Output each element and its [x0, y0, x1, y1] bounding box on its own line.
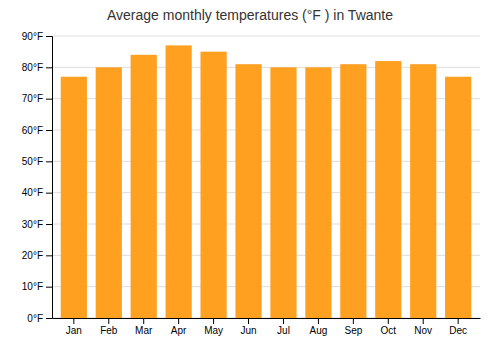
x-tick-label: May [204, 325, 223, 336]
y-axis-line [46, 37, 53, 319]
x-tick-label: Apr [171, 325, 187, 336]
x-tick-mark [318, 318, 319, 324]
x-tick-label: Dec [449, 325, 467, 336]
y-tick-mark [46, 193, 52, 194]
bar [235, 64, 261, 318]
y-tick-label: 60°F [22, 125, 43, 136]
x-tick: Nov [414, 318, 432, 336]
grid-line [52, 36, 480, 37]
x-tick-label: Jul [277, 325, 290, 336]
bar [131, 55, 157, 318]
x-tick: Jun [240, 318, 256, 336]
y-tick-label: 70°F [22, 93, 43, 104]
x-tick: Dec [449, 318, 467, 336]
bar [445, 77, 471, 318]
x-tick: Oct [381, 318, 397, 336]
x-tick: Jul [277, 318, 290, 336]
y-tick-label: 20°F [22, 250, 43, 261]
title: Average monthly temperatures (°F ) in Tw… [107, 7, 393, 23]
y-tick-mark [46, 67, 52, 68]
plot: Jan Feb Mar Apr May Jun Jul Aug Sep Oct Nov Dec 0°F 1… [22, 31, 481, 336]
y-tick-mark [46, 36, 52, 37]
y-tick: 20°F [22, 250, 52, 261]
y-tick-mark [46, 130, 52, 131]
y-tick: 50°F [22, 156, 52, 167]
bar [410, 64, 436, 318]
x-tick-mark [353, 318, 354, 324]
y-tick-label: 40°F [22, 187, 43, 198]
x-tick-mark [178, 318, 179, 324]
x-tick-label: Sep [344, 325, 362, 336]
x-tick: Aug [310, 318, 328, 336]
y-tick: 80°F [22, 62, 52, 73]
bar [305, 67, 331, 318]
y-tick-mark [46, 255, 52, 256]
x-tick-mark [458, 318, 459, 324]
bar [375, 61, 401, 318]
x-tick-mark [73, 318, 74, 324]
y-tick: 70°F [22, 93, 52, 104]
x-axis: Jan Feb Mar Apr May Jun Jul Aug Sep Oct Nov Dec [53, 318, 481, 336]
chart: Average monthly temperatures (°F ) in Tw… [0, 0, 500, 350]
bar [61, 77, 87, 318]
y-tick: 90°F [22, 31, 52, 42]
y-tick-mark [46, 161, 52, 162]
bars [61, 45, 472, 318]
y-tick-label: 80°F [22, 62, 43, 73]
y-tick: 0°F [27, 313, 52, 324]
y-tick-mark [46, 224, 52, 225]
x-tick-label: Aug [310, 325, 328, 336]
y-tick-label: 0°F [27, 313, 43, 324]
bar [270, 67, 296, 318]
x-tick-label: Oct [381, 325, 397, 336]
x-tick-mark [108, 318, 109, 324]
bar [96, 67, 122, 318]
y-tick: 60°F [22, 125, 52, 136]
x-tick-label: Jun [240, 325, 256, 336]
x-tick-mark [143, 318, 144, 324]
x-tick-label: Mar [135, 325, 153, 336]
x-tick-label: Nov [414, 325, 432, 336]
grid [52, 36, 480, 318]
bar [166, 45, 192, 318]
x-tick: Apr [171, 318, 187, 336]
y-tick-label: 50°F [22, 156, 43, 167]
y-tick: 10°F [22, 281, 52, 292]
y-tick-label: 90°F [22, 31, 43, 42]
y-tick-mark [46, 318, 52, 319]
y-tick-label: 30°F [22, 219, 43, 230]
x-tick-label: Feb [100, 325, 118, 336]
x-tick-mark [388, 318, 389, 324]
y-tick-mark [46, 99, 52, 100]
y-tick-label: 10°F [22, 281, 43, 292]
x-tick: Sep [344, 318, 362, 336]
y-axis: 0°F 10°F 20°F 30°F 40°F 50°F 60°F 70°F 80°F 90°F [22, 31, 53, 324]
x-tick-mark [213, 318, 214, 324]
x-axis-line [53, 318, 481, 319]
bar [340, 64, 366, 318]
x-tick: Mar [135, 318, 153, 336]
y-tick: 30°F [22, 219, 52, 230]
x-tick: May [204, 318, 223, 336]
x-tick: Jan [66, 318, 82, 336]
x-tick: Feb [100, 318, 118, 336]
bar [200, 52, 226, 318]
x-tick-label: Jan [66, 325, 82, 336]
x-tick-mark [423, 318, 424, 324]
x-tick-mark [283, 318, 284, 324]
y-tick: 40°F [22, 187, 52, 198]
y-tick-mark [46, 287, 52, 288]
x-tick-mark [248, 318, 249, 324]
